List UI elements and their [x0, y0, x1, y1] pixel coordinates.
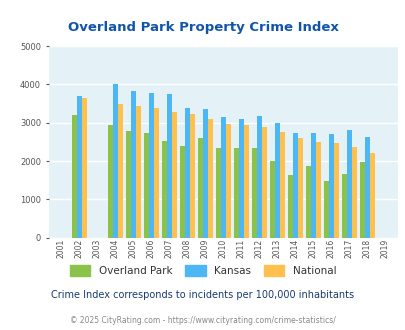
Bar	[279, 132, 284, 238]
Bar	[238, 119, 243, 238]
Bar	[190, 114, 194, 238]
Bar	[341, 174, 346, 238]
Bar	[171, 113, 177, 238]
Bar	[202, 109, 207, 238]
Bar	[274, 123, 279, 238]
Bar	[130, 91, 136, 238]
Bar	[136, 106, 141, 238]
Bar	[351, 147, 356, 238]
Bar	[184, 108, 190, 238]
Bar	[256, 116, 261, 238]
Bar	[328, 134, 333, 238]
Bar	[261, 127, 266, 238]
Bar	[287, 175, 292, 238]
Bar	[117, 104, 123, 238]
Bar	[251, 148, 256, 238]
Bar	[297, 139, 302, 238]
Bar	[369, 153, 374, 238]
Bar	[179, 147, 184, 238]
Bar	[143, 133, 148, 238]
Bar	[126, 131, 130, 238]
Bar	[233, 148, 238, 238]
Bar	[166, 94, 171, 238]
Bar	[82, 98, 87, 238]
Bar	[346, 130, 351, 238]
Bar	[148, 92, 153, 238]
Bar	[161, 141, 166, 238]
Bar	[225, 124, 230, 238]
Text: © 2025 CityRating.com - https://www.cityrating.com/crime-statistics/: © 2025 CityRating.com - https://www.city…	[70, 315, 335, 325]
Bar	[215, 148, 220, 238]
Bar	[77, 96, 82, 238]
Bar	[72, 115, 77, 238]
Bar	[305, 166, 310, 238]
Text: Crime Index corresponds to incidents per 100,000 inhabitants: Crime Index corresponds to incidents per…	[51, 290, 354, 300]
Bar	[220, 116, 225, 238]
Bar	[107, 125, 113, 238]
Bar	[323, 181, 328, 238]
Bar	[315, 142, 320, 238]
Bar	[243, 125, 248, 238]
Bar	[359, 162, 364, 238]
Bar	[364, 137, 369, 238]
Bar	[292, 133, 297, 238]
Bar	[269, 161, 274, 238]
Legend: Overland Park, Kansas, National: Overland Park, Kansas, National	[65, 261, 340, 280]
Bar	[197, 138, 202, 238]
Bar	[310, 133, 315, 238]
Bar	[153, 108, 158, 238]
Bar	[333, 144, 338, 238]
Bar	[113, 84, 117, 238]
Text: Overland Park Property Crime Index: Overland Park Property Crime Index	[67, 21, 338, 34]
Bar	[207, 118, 212, 238]
